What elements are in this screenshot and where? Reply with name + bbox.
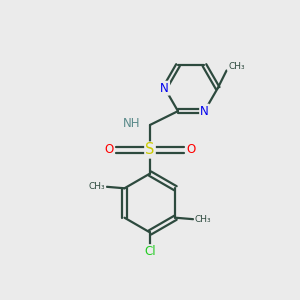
Text: CH₃: CH₃ xyxy=(195,215,211,224)
Text: S: S xyxy=(145,142,155,158)
Text: Cl: Cl xyxy=(144,245,156,258)
Text: CH₃: CH₃ xyxy=(89,182,105,191)
Text: O: O xyxy=(104,143,114,157)
Text: N: N xyxy=(160,82,169,95)
Text: CH₃: CH₃ xyxy=(228,61,245,70)
Text: N: N xyxy=(200,105,209,118)
Text: O: O xyxy=(186,143,196,157)
Text: NH: NH xyxy=(123,117,141,130)
